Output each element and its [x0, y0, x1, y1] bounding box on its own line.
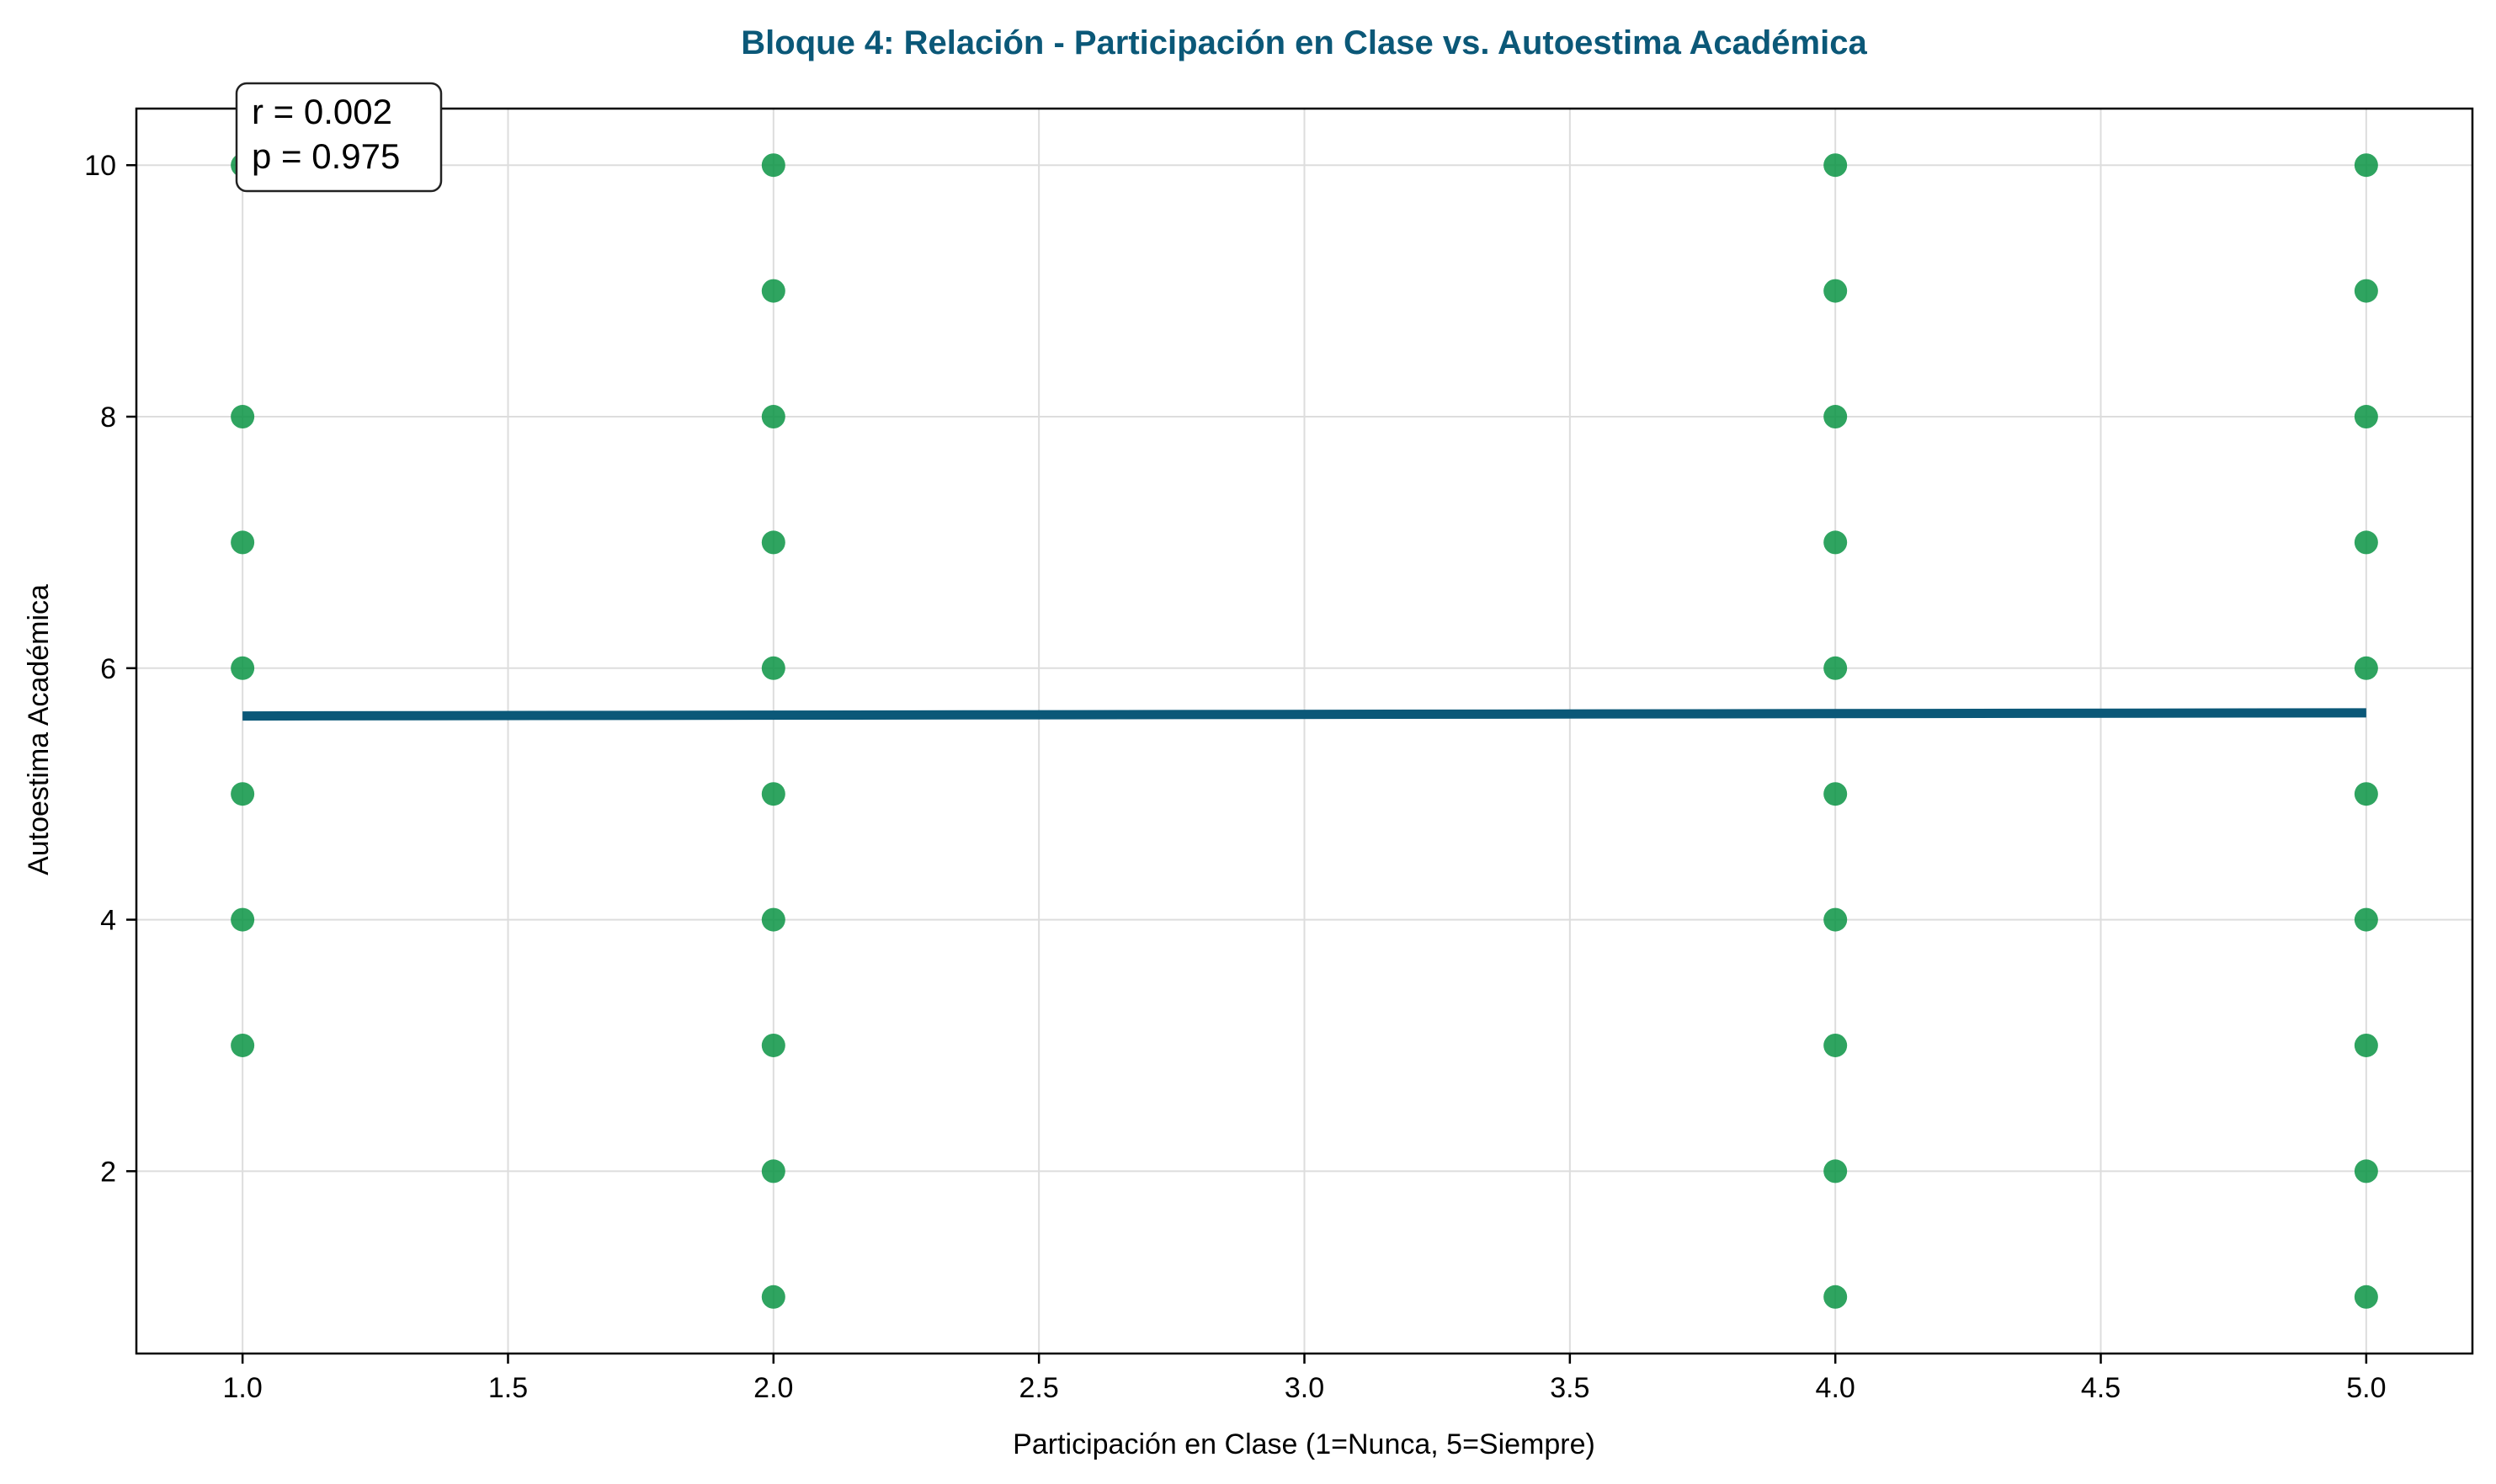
data-point — [231, 405, 255, 429]
y-tick-label: 2 — [100, 1156, 116, 1188]
y-tick-label: 10 — [84, 150, 116, 182]
data-point — [761, 782, 785, 806]
y-tick-label: 8 — [100, 402, 116, 433]
x-tick-label: 4.0 — [1816, 1372, 1855, 1404]
annotation-r: r = 0.002 — [252, 92, 392, 131]
x-tick-label: 1.5 — [488, 1372, 528, 1404]
data-point — [761, 1159, 785, 1183]
x-tick-label: 1.0 — [223, 1372, 263, 1404]
data-point — [2354, 530, 2378, 555]
annotation-box — [235, 82, 443, 193]
data-point — [1823, 656, 1848, 680]
y-axis-ticks: 2 4 6 8 10 — [84, 150, 136, 1188]
x-tick-label: 2.0 — [753, 1372, 793, 1404]
data-point — [2354, 1159, 2378, 1183]
data-point — [231, 656, 255, 680]
data-point — [1823, 530, 1848, 555]
data-point — [761, 279, 785, 303]
data-point — [2354, 1033, 2378, 1057]
data-point — [231, 907, 255, 932]
data-point — [2354, 656, 2378, 680]
data-point — [2354, 279, 2378, 303]
data-point — [1823, 405, 1848, 429]
x-tick-label: 2.5 — [1019, 1372, 1059, 1404]
data-point — [1823, 782, 1848, 806]
data-point — [761, 656, 785, 680]
y-axis-label: Autoestima Académica — [23, 584, 55, 875]
x-axis-label: Participación en Clase (1=Nunca, 5=Siemp… — [1013, 1428, 1595, 1460]
data-point — [1823, 907, 1848, 932]
chart-title: Bloque 4: Relación - Participación en Cl… — [741, 24, 1867, 61]
data-point — [231, 1033, 255, 1057]
data-point — [761, 1033, 785, 1057]
trend-line — [242, 708, 2366, 721]
grid-lines — [136, 109, 2472, 1354]
data-point — [1823, 279, 1848, 303]
data-point — [1823, 1285, 1848, 1309]
annotation-p: p = 0.975 — [252, 136, 400, 176]
data-point — [761, 1285, 785, 1309]
trend-line-group — [242, 708, 2366, 721]
data-point — [1823, 1033, 1848, 1057]
data-point — [1823, 153, 1848, 178]
y-tick-label: 4 — [100, 905, 116, 937]
data-point — [761, 153, 785, 178]
x-axis-ticks: 1.0 1.5 2.0 2.5 3.0 3.5 4.0 4.5 5.0 — [223, 1354, 2386, 1404]
data-point — [2354, 782, 2378, 806]
data-point — [2354, 153, 2378, 178]
data-point — [2354, 907, 2378, 932]
x-tick-label: 4.5 — [2081, 1372, 2121, 1404]
x-tick-label: 5.0 — [2346, 1372, 2386, 1404]
data-point — [761, 405, 785, 429]
y-tick-label: 6 — [100, 653, 116, 685]
data-point — [761, 530, 785, 555]
data-point — [231, 782, 255, 806]
data-point — [761, 907, 785, 932]
data-point — [2354, 405, 2378, 429]
data-point — [1823, 1159, 1848, 1183]
data-point — [2354, 1285, 2378, 1309]
stats-annotation: r = 0.002 p = 0.975 — [235, 82, 443, 193]
x-tick-label: 3.5 — [1550, 1372, 1589, 1404]
scatter-points — [231, 153, 2378, 1309]
data-point — [231, 530, 255, 555]
x-tick-label: 3.0 — [1285, 1372, 1324, 1404]
